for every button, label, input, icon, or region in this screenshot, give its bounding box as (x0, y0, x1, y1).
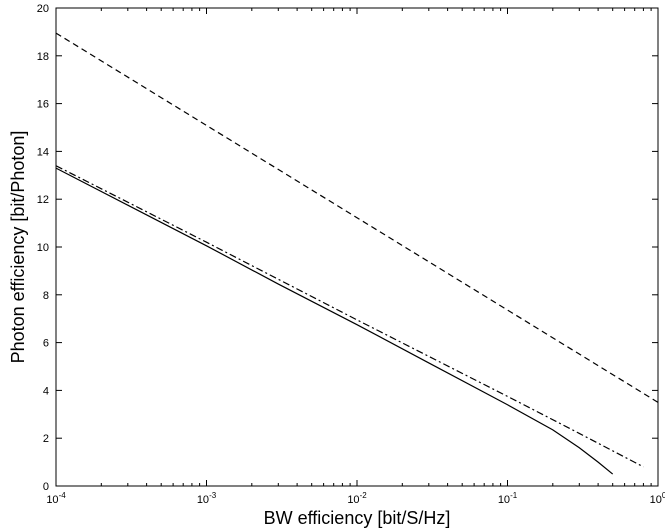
x-tick-label-base: 10 (46, 494, 58, 506)
x-tick-label-exponent: -3 (209, 491, 217, 500)
series-line-dashdot (55, 165, 644, 468)
y-tick-label: 8 (43, 290, 49, 302)
x-axis-title: BW efficiency [bit/S/Hz] (264, 508, 451, 528)
x-tick-label-exponent: -1 (510, 491, 518, 500)
y-tick-label: 18 (37, 51, 49, 63)
x-tick-label: 100 (650, 491, 665, 506)
x-tick-label-base: 10 (650, 494, 662, 506)
x-tick-label: 10-3 (197, 491, 217, 506)
y-tick-label: 4 (43, 385, 49, 397)
plot-frame (55, 7, 659, 487)
y-tick-label: 12 (37, 194, 49, 206)
y-axis-title: Photon efficiency [bit/Photon] (8, 131, 28, 364)
series-layer (55, 32, 659, 475)
x-tick-label: 10-1 (498, 491, 518, 506)
series-line-dashed (55, 32, 659, 403)
y-tick-label: 10 (37, 242, 49, 254)
y-tick-label: 6 (43, 338, 49, 350)
y-tick-label: 2 (43, 433, 49, 445)
x-tick-label-exponent: -2 (360, 491, 368, 500)
y-tick-label: 20 (37, 3, 49, 15)
x-tick-label-base: 10 (197, 494, 209, 506)
x-tick-label: 10-4 (46, 491, 66, 506)
x-tick-label-exponent: -4 (59, 491, 67, 500)
y-tick-label: 0 (43, 481, 49, 493)
x-tick-label: 10-2 (347, 491, 367, 506)
x-tick-label-base: 10 (347, 494, 359, 506)
y-tick-label: 16 (37, 99, 49, 111)
x-tick-label-exponent: 0 (662, 491, 665, 500)
y-tick-label: 14 (37, 146, 49, 158)
series-line-solid (55, 167, 614, 475)
x-tick-label-base: 10 (498, 494, 510, 506)
